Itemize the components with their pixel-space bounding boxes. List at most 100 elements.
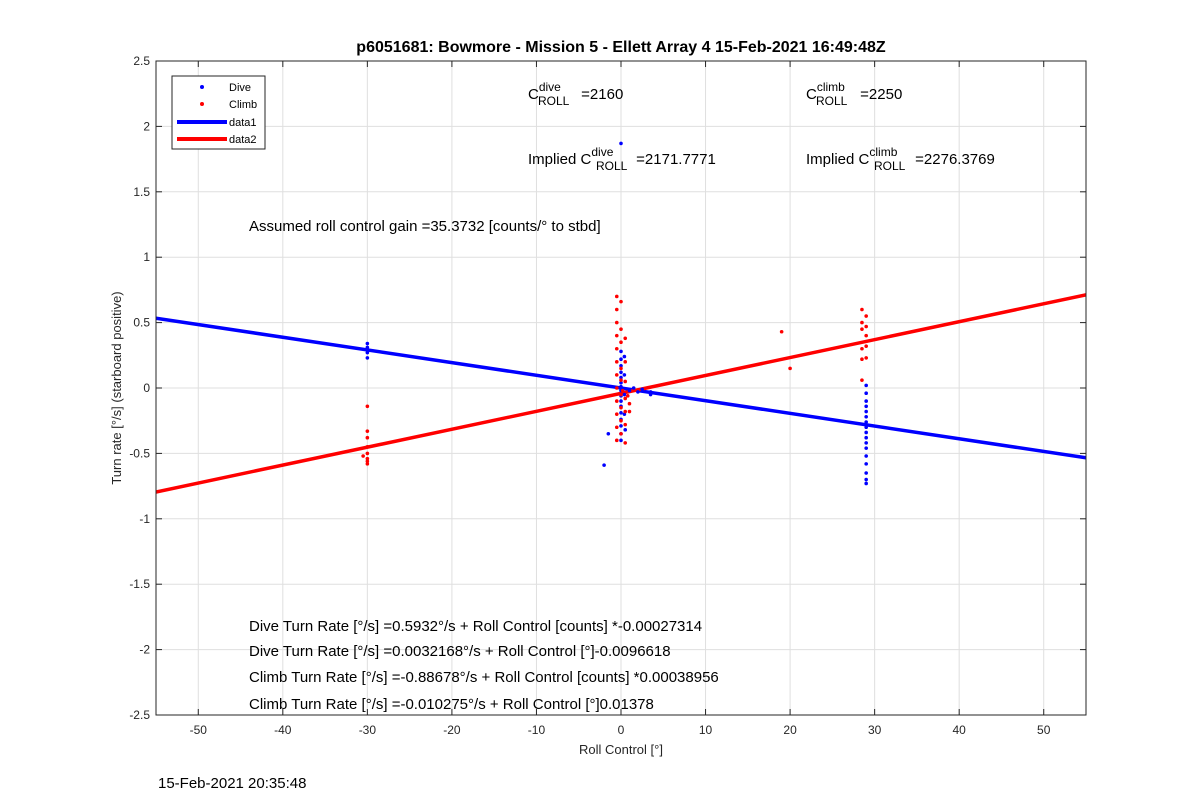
dive-point [622,392,627,397]
climb-point [365,459,370,464]
dive-point [619,349,623,354]
y-tick-label: -0.5 [129,446,150,460]
climb-point [623,396,628,401]
climb-point [627,401,632,406]
climb-point [614,320,619,325]
implied-dive-val: =2171.7771 [632,151,716,168]
climb-point [620,388,625,393]
dive-point [864,435,868,440]
dive-point [619,375,623,380]
dive-point [864,414,868,419]
climb-point [788,366,792,371]
annotation-c-roll-dive: Cdive ROLL =2160 [528,80,623,108]
dive-point [619,384,623,389]
dive-point [606,431,611,436]
x-tick-label: 50 [1037,723,1051,737]
climb-point [619,392,623,397]
dive-point [365,350,370,355]
climb-point [864,356,868,360]
annotation-roll-gain: Assumed roll control gain =35.3732 [coun… [249,218,601,235]
dive-point [619,357,623,362]
dive-point [365,341,370,346]
climb-point [625,394,630,398]
implied-dive-pre: Implied C [528,151,592,168]
annotation-c-roll-climb: Cclimb ROLL =2250 [806,80,902,108]
dive-point [619,380,623,385]
dive-point [864,477,868,482]
dive-point [864,383,868,388]
dive-point [864,420,868,424]
dive-point [864,471,868,475]
climb-point [365,445,370,449]
c-climb-base: C [806,86,817,103]
c-climb-val: =2250 [856,86,902,103]
climb-point [614,399,619,403]
dive-point [648,392,653,397]
dive-point [619,424,623,428]
implied-dive-sup: dive [591,145,613,159]
climb-point [365,429,370,433]
annotation-eq-dive-counts: Dive Turn Rate [°/s] =0.5932°/s + Roll C… [249,618,702,635]
legend-data1-label: data1 [229,117,257,129]
x-tick-label: -10 [528,723,546,737]
dive-point [864,446,868,450]
dive-point [864,481,868,486]
dive-point [619,399,623,403]
x-tick-label: 20 [783,723,797,737]
dive-point [864,430,868,435]
climb-point [860,320,864,325]
dive-point [631,386,636,390]
climb-point [614,294,619,299]
climb-point [614,333,619,338]
climb-point [623,422,628,427]
y-tick-label: 0.5 [133,316,150,330]
x-tick-label: 10 [699,723,713,737]
climb-point [864,333,868,338]
c-dive-val: =2160 [577,86,623,103]
y-tick-label: -2.5 [129,708,150,722]
annotation-implied-dive: Implied Cdive ROLL =2171.7771 [528,145,716,173]
dive-point [864,391,868,396]
dive-point [864,462,868,466]
climb-point [614,346,619,351]
climb-point [864,324,868,329]
x-tick-label: 40 [953,723,967,737]
dive-point [627,388,632,393]
climb-point [361,454,365,458]
dive-point [864,454,868,458]
c-dive-sub: ROLL [538,94,570,108]
climb-point [365,462,370,466]
climb-point [365,404,370,409]
legend-dive-marker [200,85,204,89]
climb-point [614,373,619,377]
implied-climb-pre: Implied C [806,151,870,168]
c-dive-sup: dive [539,80,561,94]
axis-ticks: -50 -40 -30 -20 -10 0 10 20 30 40 50-2.5-2-1.5-1-0… [129,54,1086,737]
y-tick-label: -2 [139,643,150,657]
y-axis-label: Turn rate [°/s] (starboard positive) [109,291,124,484]
climb-point [627,409,632,414]
implied-climb-val: =2276.3769 [911,151,995,168]
dive-point [365,348,370,352]
c-climb-sub: ROLL [816,94,848,108]
dive-point [864,425,868,430]
x-axis-label: Roll Control [°] [579,742,663,757]
dive-point [602,463,606,467]
legend-climb-marker [200,102,204,106]
climb-point [614,425,619,430]
dive-point [864,399,868,403]
y-tick-label: 0 [143,381,150,395]
climb-point [860,346,864,351]
climb-point [623,360,628,364]
y-tick-label: -1 [139,512,150,526]
y-tick-label: 1 [143,250,150,264]
dive-point [619,363,623,368]
legend-climb-label: Climb [229,99,257,111]
c-climb-sup: climb [817,80,845,94]
climb-point [864,314,868,318]
y-tick-label: -1.5 [129,577,150,591]
y-tick-label: 2.5 [133,54,150,68]
x-tick-label: -40 [274,723,292,737]
climb-point [619,418,623,423]
annotation-eq-dive-degrees: Dive Turn Rate [°/s] =0.0032168°/s + Rol… [249,643,671,660]
